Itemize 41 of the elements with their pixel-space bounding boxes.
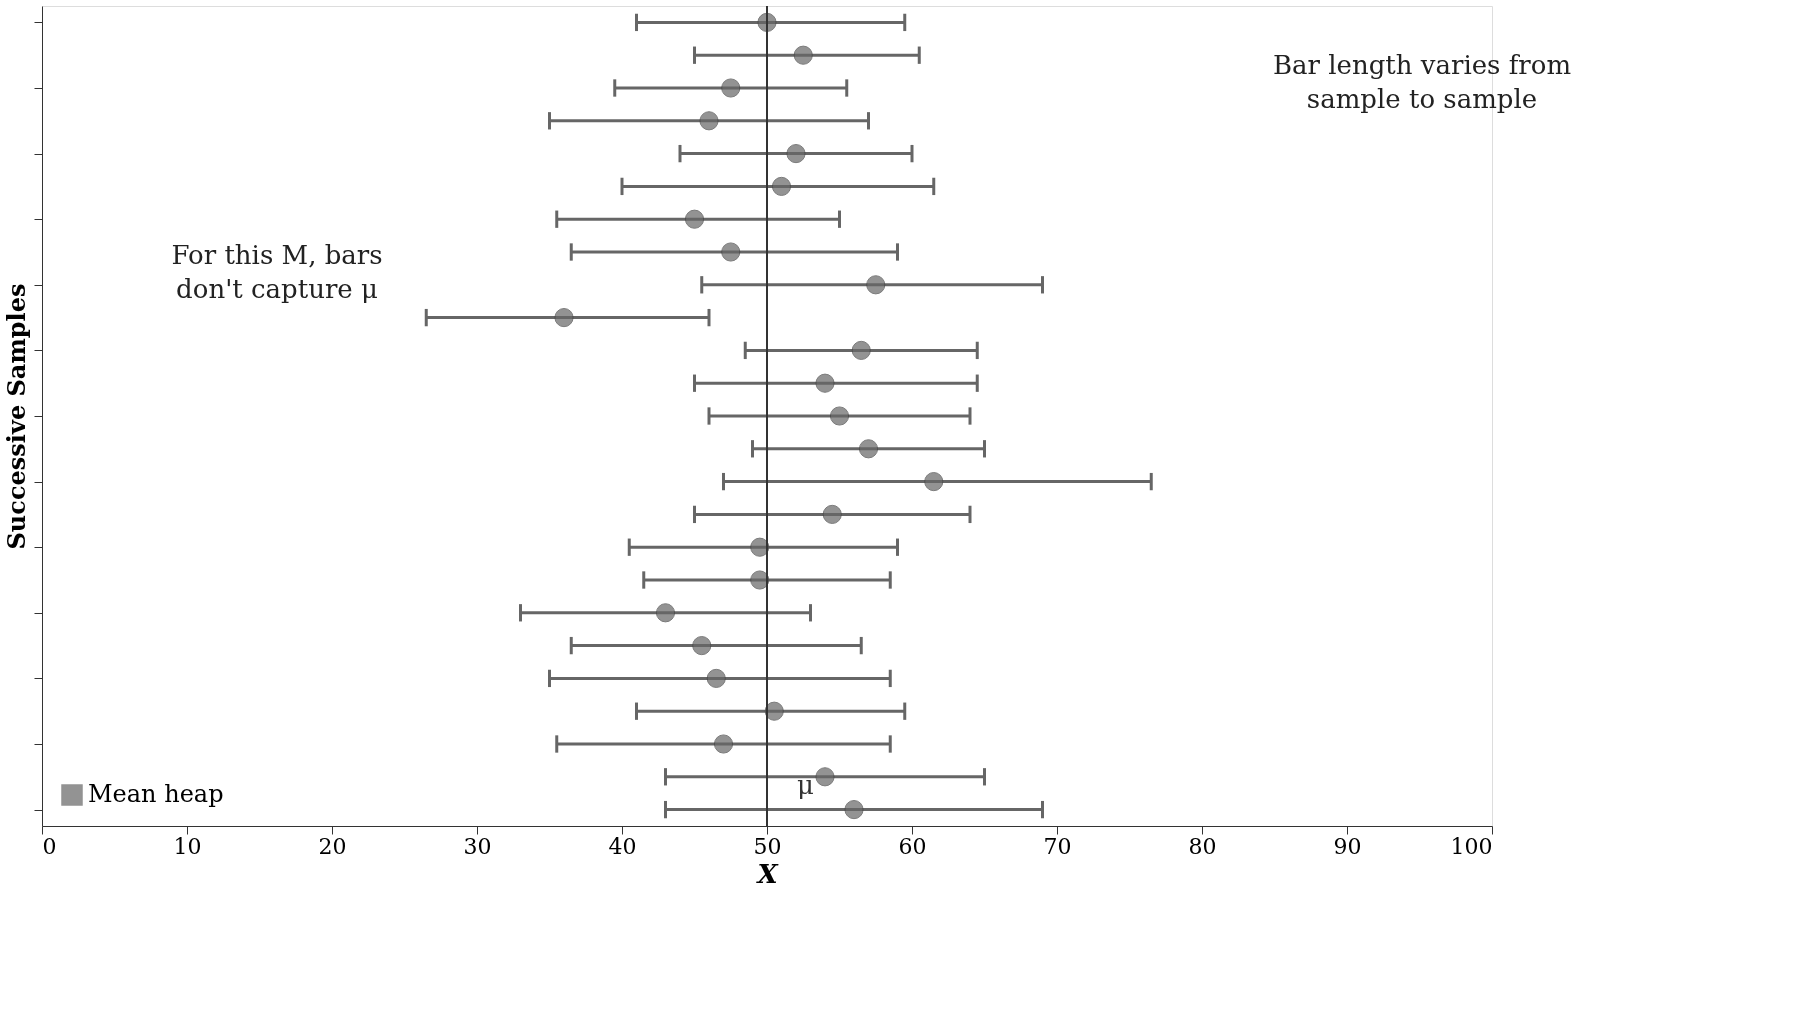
x-tick-label: 30: [463, 833, 492, 859]
point: [713, 734, 734, 754]
x-tick-label: 10: [173, 833, 202, 859]
point: [844, 800, 864, 820]
ref-line-label: μ: [797, 770, 814, 800]
x-tick-label: 90: [1333, 833, 1362, 859]
point: [699, 111, 719, 131]
point: [829, 406, 850, 426]
point: [858, 439, 879, 459]
x-tick-label: 100: [1450, 833, 1493, 859]
point: [764, 701, 784, 721]
point: [721, 78, 741, 98]
x-tick-label: 70: [1043, 833, 1072, 859]
x-tick-label: 40: [608, 833, 637, 859]
point: [786, 144, 806, 164]
point: [851, 340, 871, 360]
point: [655, 603, 676, 623]
point: [866, 275, 886, 295]
x-tick-label: 20: [318, 833, 347, 859]
x-tick-label: 50: [753, 833, 782, 859]
point: [750, 570, 770, 590]
point: [684, 209, 705, 229]
point: [815, 767, 835, 787]
point: [692, 636, 712, 656]
x-tick-label: 0: [42, 833, 57, 859]
x-tick-label: 60: [898, 833, 927, 859]
legend-label: Mean heap: [88, 780, 224, 808]
point: [750, 537, 770, 557]
point: [924, 472, 944, 492]
y-axis-title: Successive Samples: [2, 283, 31, 550]
point: [822, 504, 842, 524]
point: [554, 308, 574, 328]
annotation: For this M, bars don't capture μ: [171, 240, 383, 304]
point: [793, 45, 813, 65]
x-axis-title: X: [755, 858, 780, 889]
annotation: Bar length varies from sample to sample: [1272, 50, 1572, 114]
point: [771, 176, 792, 196]
x-tick-label: 80: [1188, 833, 1217, 859]
point: [815, 373, 835, 393]
point: [721, 242, 741, 262]
point: [706, 668, 726, 688]
